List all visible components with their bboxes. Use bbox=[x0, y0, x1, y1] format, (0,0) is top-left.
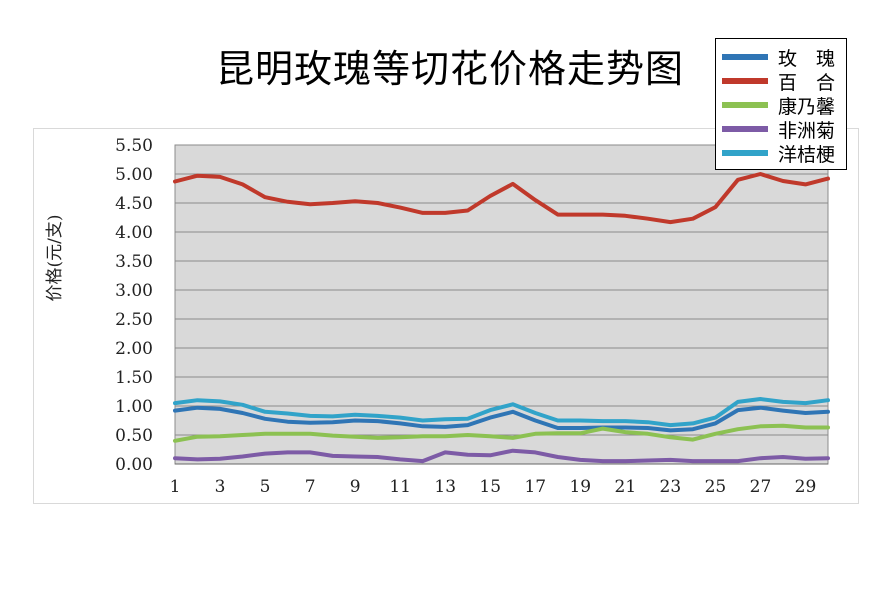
x-tick-label: 9 bbox=[350, 477, 361, 497]
x-tick-label: 13 bbox=[434, 477, 456, 497]
chart-title: 昆明玫瑰等切花价格走势图 bbox=[215, 47, 684, 91]
y-tick-label: 2.00 bbox=[115, 339, 153, 359]
y-tick-label: 3.00 bbox=[115, 281, 153, 301]
legend-label: 康乃馨 bbox=[778, 95, 836, 118]
x-tick-label: 29 bbox=[795, 477, 817, 497]
legend-label: 洋桔梗 bbox=[778, 143, 836, 166]
y-tick-label: 1.00 bbox=[115, 397, 153, 417]
x-tick-label: 15 bbox=[479, 477, 501, 497]
x-tick-label: 25 bbox=[705, 477, 727, 497]
x-tick-label: 7 bbox=[305, 477, 316, 497]
series-line-2 bbox=[173, 172, 830, 225]
x-tick-label: 23 bbox=[660, 477, 682, 497]
legend-swatch bbox=[722, 102, 768, 108]
x-tick-label: 21 bbox=[615, 477, 637, 497]
legend-item: 康乃馨 bbox=[722, 93, 840, 118]
legend-swatch bbox=[722, 126, 768, 132]
legend-item: 非洲菊 bbox=[722, 117, 840, 142]
x-tick-label: 11 bbox=[389, 477, 411, 497]
legend-swatch bbox=[722, 150, 768, 156]
x-tick-label: 1 bbox=[170, 477, 181, 497]
legend-label: 非洲菊 bbox=[778, 119, 836, 142]
y-tick-label: 0.00 bbox=[115, 455, 153, 475]
y-tick-label: 0.50 bbox=[115, 426, 153, 446]
series-line-1 bbox=[173, 405, 830, 433]
x-tick-label: 5 bbox=[260, 477, 271, 497]
legend-item: 百 合 bbox=[722, 69, 840, 94]
y-tick-label: 4.50 bbox=[115, 194, 153, 214]
series-line-5 bbox=[173, 397, 830, 428]
y-tick-label: 1.50 bbox=[115, 368, 153, 388]
y-tick-label: 5.50 bbox=[115, 136, 153, 156]
y-tick-label: 4.00 bbox=[115, 223, 153, 243]
legend: 玫 瑰百 合康乃馨 非洲菊 洋桔梗 bbox=[715, 38, 847, 170]
legend-label: 百 合 bbox=[778, 71, 836, 94]
legend-swatch bbox=[722, 78, 768, 84]
x-tick-label: 17 bbox=[524, 477, 546, 497]
x-tick-label: 19 bbox=[569, 477, 591, 497]
x-tick-label: 3 bbox=[215, 477, 226, 497]
y-tick-label: 5.00 bbox=[115, 165, 153, 185]
legend-item: 玫 瑰 bbox=[722, 45, 840, 70]
x-tick-label: 27 bbox=[750, 477, 772, 497]
series-line-4 bbox=[173, 448, 830, 464]
y-tick-label: 3.50 bbox=[115, 252, 153, 272]
legend-item: 洋桔梗 bbox=[722, 141, 840, 166]
series-line-3 bbox=[173, 423, 830, 443]
y-tick-label: 2.50 bbox=[115, 310, 153, 330]
legend-label: 玫 瑰 bbox=[778, 47, 836, 70]
legend-swatch bbox=[722, 54, 768, 60]
